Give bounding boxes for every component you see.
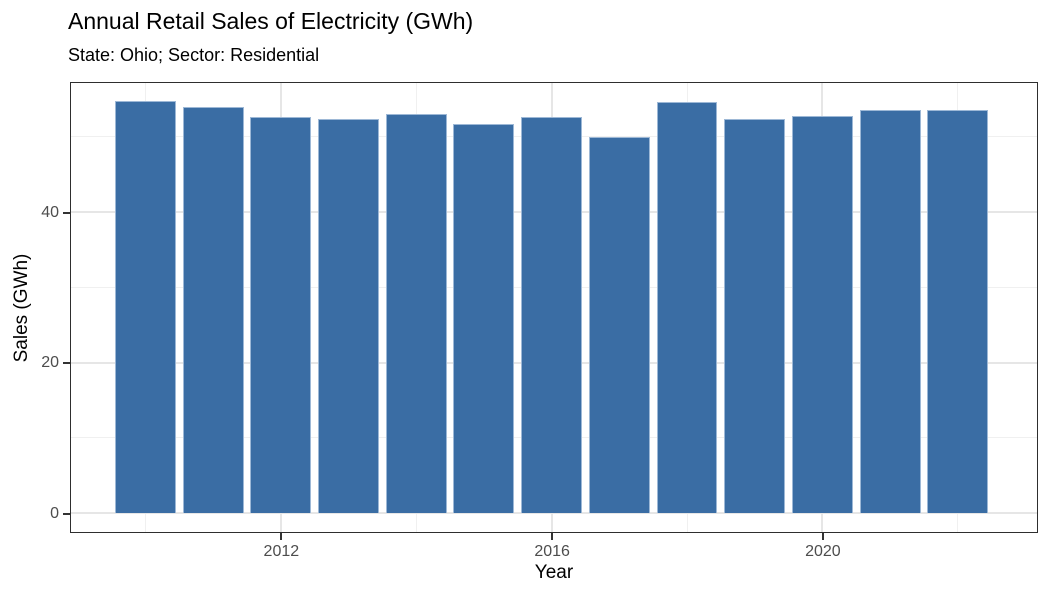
y-tick-label: 20 — [41, 354, 59, 372]
bar-2018 — [656, 102, 718, 514]
y-tick-label: 0 — [50, 504, 59, 522]
bar-2020 — [791, 116, 853, 514]
bar-2013 — [318, 118, 379, 514]
x-tick-label: 2012 — [263, 543, 300, 560]
x-axis-title: Year — [534, 562, 574, 583]
bar-2014 — [385, 114, 447, 514]
bar-2011 — [182, 106, 244, 514]
x-tick-mark — [551, 533, 554, 540]
x-tick-mark — [280, 533, 283, 540]
chart-title: Annual Retail Sales of Electricity (GWh) — [68, 8, 474, 34]
y-tick-mark — [63, 362, 70, 365]
bar-2021 — [859, 110, 921, 514]
x-tick-label: 2020 — [805, 543, 841, 560]
bar-2015 — [453, 123, 515, 514]
x-tick-mark — [821, 533, 824, 540]
gridline-major-horizontal — [71, 512, 1037, 515]
bar-2010 — [115, 100, 176, 514]
y-tick-mark — [63, 512, 70, 515]
bar-2019 — [724, 118, 786, 514]
y-tick-mark — [63, 211, 70, 214]
bar-2016 — [521, 117, 583, 514]
plot-panel — [70, 82, 1038, 533]
chart-subtitle: State: Ohio; Sector: Residential — [68, 45, 320, 65]
x-tick-label: 2016 — [534, 543, 570, 560]
bar-2012 — [250, 117, 312, 514]
bar-2017 — [588, 136, 650, 514]
bar-2022 — [927, 109, 989, 514]
y-tick-label: 40 — [41, 203, 59, 221]
